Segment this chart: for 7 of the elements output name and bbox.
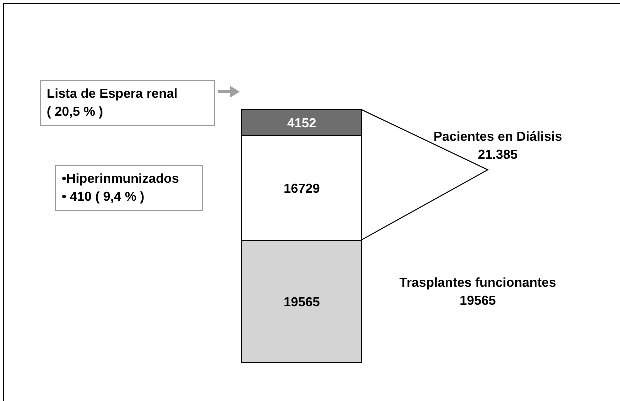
data-label: 4152	[288, 116, 316, 131]
text: Lista de Espera renal ( 20,5 % )	[40, 80, 215, 126]
text: •Hiperinmunizados • 410 ( 9,4 % )	[55, 165, 203, 211]
text: Pacientes en Diálisis 21.385	[432, 128, 564, 164]
data-label: 19565	[284, 294, 320, 310]
text: Trasplantes funcionantes 19565	[398, 274, 558, 310]
data-label: 16729	[284, 180, 320, 196]
